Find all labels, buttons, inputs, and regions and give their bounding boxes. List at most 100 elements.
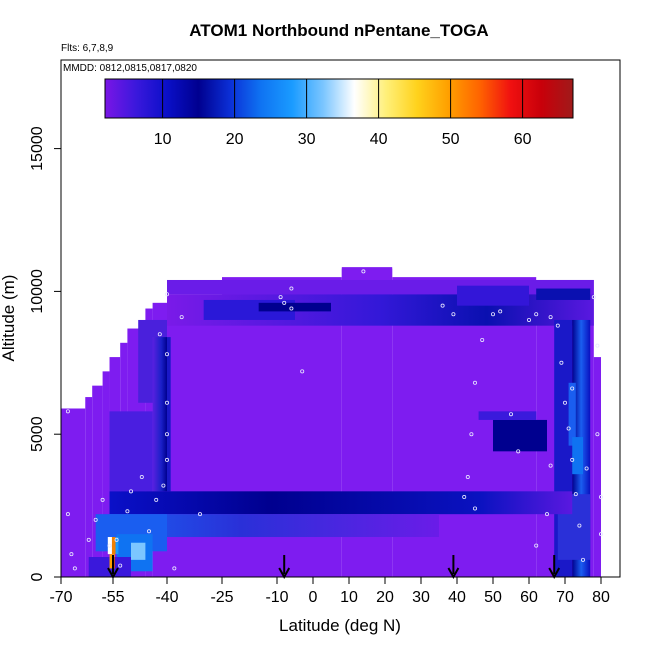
- field-column-right: [572, 437, 583, 475]
- x-tick-label: -70: [49, 589, 72, 606]
- sample-point: [472, 380, 477, 385]
- x-tick-label: -55: [101, 589, 124, 606]
- sample-point: [534, 543, 539, 548]
- sample-point: [172, 566, 177, 571]
- sample-point: [527, 317, 532, 322]
- sample-point: [164, 432, 169, 437]
- sample-point: [548, 315, 553, 320]
- x-tick-label: 0: [309, 589, 318, 606]
- sample-point: [197, 512, 202, 517]
- sample-point: [534, 312, 539, 317]
- x-tick-label: 20: [376, 589, 394, 606]
- sample-point: [161, 483, 166, 488]
- sample-point: [472, 506, 477, 511]
- sample-point: [595, 343, 600, 348]
- colorbar-tick-label: 30: [298, 131, 316, 148]
- field-hotspot: [115, 537, 119, 555]
- sample-point: [282, 300, 287, 305]
- field-column-right: [568, 382, 576, 446]
- sample-point: [86, 537, 91, 542]
- heatmap-field: [61, 267, 601, 577]
- sample-point: [584, 466, 589, 471]
- x-tick-label: 70: [556, 589, 574, 606]
- y-tick-label: 0: [29, 572, 46, 581]
- sample-point: [278, 295, 283, 300]
- flights-label: Flts: 6,7,8,9: [61, 43, 114, 54]
- dates-label: MMDD: 0812,0815,0817,0820: [63, 63, 197, 74]
- x-tick-label: 40: [448, 589, 466, 606]
- sample-point: [114, 537, 119, 542]
- x-tick-label: 60: [520, 589, 538, 606]
- sample-point: [65, 409, 70, 414]
- y-axis-label: Altitude (m): [0, 275, 18, 362]
- sample-point: [555, 323, 560, 328]
- sample-point: [361, 269, 366, 274]
- sample-point: [128, 489, 133, 494]
- sample-point: [508, 412, 513, 417]
- field-band: [131, 542, 146, 560]
- field-column-left: [109, 411, 153, 492]
- field-band: [258, 302, 331, 312]
- sample-point: [100, 497, 105, 502]
- field-envelope: [61, 408, 86, 577]
- field-column-left: [167, 337, 171, 492]
- colorbar-tick-label: 20: [226, 131, 244, 148]
- field-band: [493, 419, 547, 452]
- sample-point: [440, 303, 445, 308]
- y-tick-label: 15000: [29, 126, 46, 171]
- sample-point: [469, 432, 474, 437]
- sample-point: [289, 306, 294, 311]
- colorbar-tick-label: 10: [154, 131, 172, 148]
- field-band: [536, 288, 591, 300]
- sample-point: [93, 517, 98, 522]
- sample-point: [573, 492, 578, 497]
- field-upper-band: [167, 279, 594, 295]
- x-axis: -70 -55 -40 -25 -10 0 10 20 30 40 50 60 70 80: [49, 576, 619, 606]
- field-hotspot: [111, 537, 116, 555]
- sample-point: [599, 495, 604, 500]
- sample-point: [69, 552, 74, 557]
- sample-point: [559, 360, 564, 365]
- sample-point: [107, 543, 112, 548]
- sample-point: [577, 523, 582, 528]
- sample-point: [72, 566, 77, 571]
- field-dark-band: [109, 491, 573, 515]
- sample-point: [65, 512, 70, 517]
- y-tick-label: 10000: [29, 269, 46, 314]
- sample-point: [462, 495, 467, 500]
- sample-point: [570, 457, 575, 462]
- x-tick-label: -10: [265, 589, 288, 606]
- sample-points: [65, 269, 604, 571]
- colorbar: [104, 78, 574, 119]
- x-tick-label: 10: [340, 589, 358, 606]
- sample-point: [118, 563, 123, 568]
- y-axis: 0 5000 10000 15000: [29, 126, 61, 581]
- sample-point: [591, 295, 596, 300]
- x-tick-label: 30: [412, 589, 430, 606]
- field-envelope: [92, 385, 103, 577]
- sample-point: [548, 463, 553, 468]
- x-tick-label: 50: [484, 589, 502, 606]
- sample-point: [157, 332, 162, 337]
- colorbar-ticks: 10 20 30 40 50 60: [154, 79, 532, 148]
- sample-point: [300, 369, 305, 374]
- colorbar-tick-label: 40: [370, 131, 388, 148]
- field-envelope: [593, 357, 601, 577]
- sample-point: [563, 400, 568, 405]
- sample-point: [164, 457, 169, 462]
- x-tick-label: 80: [592, 589, 610, 606]
- x-tick-label: -25: [210, 589, 233, 606]
- field-envelope: [341, 267, 393, 278]
- sample-point: [516, 449, 521, 454]
- sample-point: [146, 529, 151, 534]
- field-band: [478, 411, 537, 420]
- sample-point: [545, 512, 550, 517]
- colorbar-tick-label: 50: [442, 131, 460, 148]
- field-column-left: [152, 337, 167, 492]
- field-band: [457, 285, 529, 306]
- sample-point: [566, 426, 571, 431]
- sample-point: [139, 475, 144, 480]
- sample-point: [490, 312, 495, 317]
- x-tick-label: -40: [155, 589, 178, 606]
- sample-point: [125, 509, 130, 514]
